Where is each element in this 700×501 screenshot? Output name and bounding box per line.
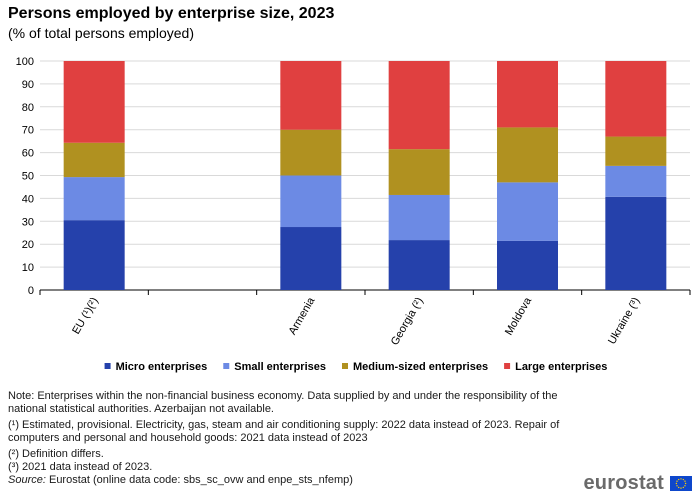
x-tick-label: Moldova bbox=[503, 295, 535, 338]
logo-text: eurostat bbox=[583, 472, 664, 494]
y-tick-label: 20 bbox=[22, 239, 34, 251]
y-axis: 0 10 20 30 40 50 60 70 80 90 100 bbox=[16, 56, 691, 297]
bar-segment bbox=[280, 129, 342, 176]
bar-segment bbox=[280, 61, 342, 130]
eurostat-logo: eurostat bbox=[583, 472, 692, 495]
flag-star bbox=[682, 486, 684, 489]
flag-star bbox=[678, 486, 680, 489]
y-tick-label: 50 bbox=[22, 171, 34, 183]
y-tick-label: 70 bbox=[22, 125, 34, 137]
bar-segment bbox=[388, 194, 450, 241]
x-tick-label: Ukraine (³) bbox=[606, 296, 642, 347]
bar-segment bbox=[605, 61, 667, 137]
bar-segment bbox=[605, 165, 667, 197]
flag-star bbox=[684, 482, 687, 485]
footnote-3: (³) 2021 data instead of 2023. bbox=[8, 461, 153, 473]
bar-segment bbox=[280, 227, 342, 290]
bar-segment bbox=[497, 61, 558, 128]
legend-label: Small enterprises bbox=[234, 361, 326, 373]
chart-title: Persons employed by enterprise size, 202… bbox=[8, 5, 335, 22]
y-tick-label: 40 bbox=[22, 193, 34, 205]
flag-star bbox=[676, 485, 678, 487]
legend-label: Medium-sized enterprises bbox=[353, 361, 488, 373]
footnote-2: (²) Definition differs. bbox=[8, 448, 104, 460]
legend-swatch bbox=[342, 363, 348, 369]
bar-segment bbox=[497, 182, 558, 241]
y-tick-label: 10 bbox=[22, 262, 34, 274]
legend-label: Large enterprises bbox=[515, 361, 607, 373]
y-tick-label: 60 bbox=[22, 148, 34, 160]
x-tick-label: Armenia bbox=[287, 295, 318, 337]
bar-segment bbox=[497, 240, 558, 290]
flag-star bbox=[675, 482, 678, 485]
y-tick-label: 90 bbox=[22, 79, 34, 91]
flag-star bbox=[684, 485, 686, 487]
flag-star bbox=[680, 487, 682, 489]
legend-label: Micro enterprises bbox=[116, 361, 208, 373]
x-tick-label: EU (¹)(²) bbox=[70, 296, 101, 337]
source-label: Source: bbox=[8, 474, 46, 486]
source-text: Eurostat (online data code: sbs_sc_ovw a… bbox=[45, 474, 353, 486]
bar-segment bbox=[388, 149, 450, 195]
bar-segment bbox=[63, 220, 125, 290]
bar-segment bbox=[388, 61, 450, 150]
source-line: Source: Eurostat (online data code: sbs_… bbox=[8, 474, 598, 487]
flag-star bbox=[678, 478, 680, 481]
flag-background bbox=[670, 476, 692, 491]
gridlines bbox=[40, 60, 690, 291]
bars bbox=[63, 61, 667, 290]
bar-segment bbox=[280, 175, 342, 228]
eu-flag-icon bbox=[670, 476, 692, 491]
y-tick-label: 100 bbox=[16, 56, 34, 68]
footnotes: Note: Enterprises within the non-financi… bbox=[8, 390, 598, 490]
bar-segment bbox=[63, 61, 125, 143]
legend-swatch bbox=[104, 363, 111, 369]
bar-segment bbox=[63, 142, 125, 178]
legend-swatch bbox=[504, 363, 511, 369]
flag-star bbox=[682, 478, 684, 481]
footnote-1: (¹) Estimated, provisional. Electricity,… bbox=[8, 419, 560, 444]
x-tick-label: Georgia (²) bbox=[389, 296, 426, 348]
y-tick-label: 0 bbox=[28, 285, 34, 297]
flag-star bbox=[684, 480, 686, 482]
bar-segment bbox=[605, 136, 667, 166]
bar-segment bbox=[497, 127, 558, 183]
legend-swatch bbox=[223, 363, 230, 369]
stacked-bar-chart: 0 10 20 30 40 50 60 70 80 90 100 EU (¹)(²) Armenia G… bbox=[16, 56, 691, 373]
flag-star bbox=[676, 480, 678, 482]
bar-segment bbox=[605, 196, 667, 290]
bar-segment bbox=[63, 177, 125, 221]
note-text: Note: Enterprises within the non-financi… bbox=[8, 390, 558, 415]
flag-star bbox=[680, 478, 682, 480]
y-tick-label: 30 bbox=[22, 216, 34, 228]
bar-segment bbox=[388, 240, 450, 290]
legend: Micro enterprises Small enterprises Medium… bbox=[104, 361, 607, 373]
y-tick-label: 80 bbox=[22, 102, 34, 114]
x-axis-labels: EU (¹)(²) Armenia Georgia (²) Moldova Ukrain… bbox=[70, 295, 642, 348]
chart-subtitle: (% of total persons employed) bbox=[8, 25, 194, 41]
